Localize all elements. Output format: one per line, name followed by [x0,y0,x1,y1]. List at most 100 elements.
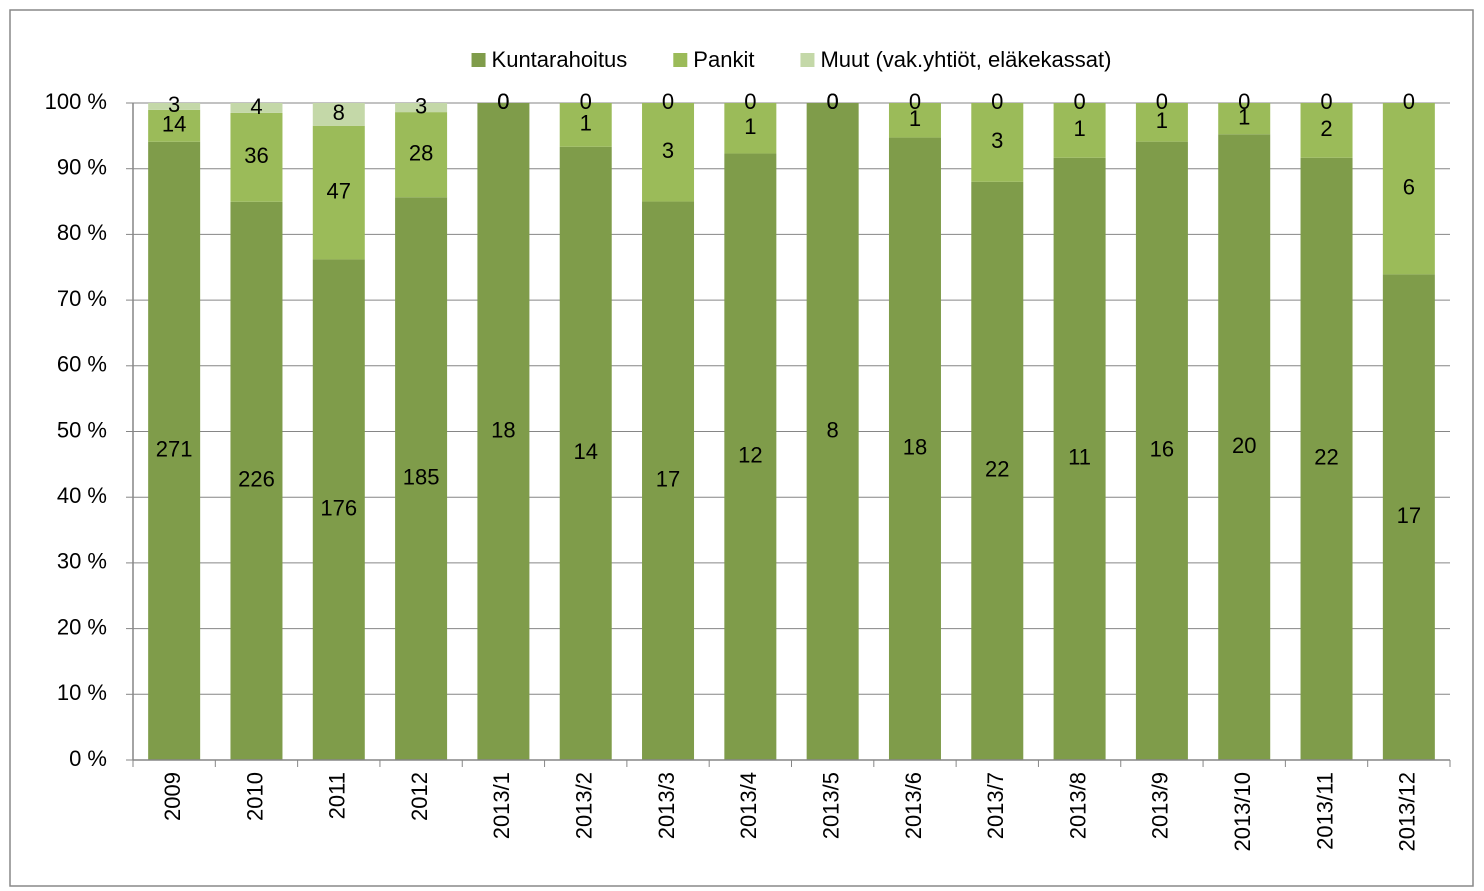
y-tick-label: 10 % [57,680,107,705]
data-label: 12 [738,443,762,468]
bar-segment [888,137,941,760]
legend-swatch [471,53,486,67]
data-label: 0 [1320,89,1332,114]
bar-segment [148,141,201,760]
data-label: 14 [162,112,186,137]
y-tick-label: 90 % [57,155,107,180]
bar-segment [1382,274,1435,760]
legend-swatch [800,53,815,67]
x-tick-label: 2013/9 [1148,772,1173,839]
bar-segment [1300,103,1353,158]
y-tick-label: 40 % [57,483,107,508]
x-tick-label: 2013/10 [1230,772,1255,852]
y-tick-label: 0 % [69,746,107,771]
bar-segment [312,103,365,126]
data-label: 0 [1073,89,1085,114]
data-label: 0 [497,89,509,114]
data-label: 0 [827,89,839,114]
bar-segment [395,197,448,760]
data-label: 0 [1238,89,1250,114]
bar-segment [1053,157,1106,760]
data-label: 3 [168,92,180,117]
bar-segment [148,103,201,110]
data-label: 0 [1156,89,1168,114]
y-tick-label: 20 % [57,614,107,639]
bar-segment [148,109,201,142]
x-tick-label: 2013/12 [1395,772,1420,852]
bar-segment [559,146,612,761]
x-tick-label: 2012 [407,772,432,821]
x-tick-label: 2013/5 [818,772,843,839]
data-label: 185 [403,464,440,489]
data-label: 8 [827,417,839,442]
data-label: 20 [1232,433,1256,458]
bar-segment [971,103,1024,182]
bar-segment [971,181,1024,761]
data-label: 1 [744,114,756,139]
bar-segment [477,103,530,760]
y-tick-label: 50 % [57,417,107,442]
data-label: 11 [1068,445,1091,470]
data-label: 36 [244,143,268,168]
x-tick-label: 2010 [242,772,267,821]
data-label: 6 [1403,175,1415,200]
legend-label: Muut (vak.yhtiöt, eläkekassat) [820,47,1111,72]
data-label: 0 [991,89,1003,114]
data-label: 47 [327,178,351,203]
x-tick-label: 2013/4 [736,772,761,839]
data-label: 17 [1397,503,1421,528]
data-label: 0 [497,89,509,114]
data-label: 14 [573,439,597,464]
data-label: 0 [744,89,756,114]
x-tick-label: 2013/11 [1312,772,1337,850]
data-label: 28 [409,141,433,166]
data-label: 226 [238,467,275,492]
bar-segment [1053,103,1106,158]
data-label: 18 [903,435,927,460]
x-tick-label: 2013/2 [572,772,597,839]
y-tick-label: 70 % [57,286,107,311]
data-label: 22 [1314,445,1338,470]
data-label: 16 [1150,437,1174,462]
data-label: 3 [991,128,1003,153]
legend-swatch [673,53,688,67]
bar-segment [230,112,283,202]
bar-segment [642,103,695,202]
bar-segment [724,103,777,154]
data-label: 271 [156,437,193,462]
data-label: 2 [1320,116,1332,141]
bar-segment [1135,141,1188,760]
y-tick-label: 80 % [57,220,107,245]
bar-segment [559,103,612,147]
data-label: 0 [1403,89,1415,114]
x-tick-label: 2013/6 [901,772,926,839]
data-label: 4 [250,94,262,119]
y-tick-label: 60 % [57,352,107,377]
data-label: 17 [656,467,680,492]
data-label: 0 [827,89,839,114]
bar-segment [230,103,283,113]
data-label: 22 [985,457,1009,482]
x-tick-label: 2013/1 [489,772,514,839]
y-tick-label: 100 % [45,89,107,114]
data-label: 18 [491,417,515,442]
data-label: 3 [662,138,674,163]
bar-segment [888,103,941,138]
bar-segment [230,201,283,760]
data-label: 0 [580,89,592,114]
y-tick-label: 30 % [57,549,107,574]
data-label: 0 [662,89,674,114]
data-label: 3 [415,93,427,118]
bar-segment [642,201,695,761]
x-tick-label: 2009 [160,772,185,821]
legend: Kuntarahoitus Pankit Muut (vak.yhtiöt, elä… [471,47,1111,72]
bar-segment [312,125,365,260]
data-label: 1 [1073,116,1085,141]
bar-segment [1218,103,1271,135]
data-label: 1 [1156,108,1168,133]
data-label: 176 [320,496,357,521]
bar-segment [1382,103,1435,275]
bar-segment [724,153,777,761]
bar-segment [1135,103,1188,142]
